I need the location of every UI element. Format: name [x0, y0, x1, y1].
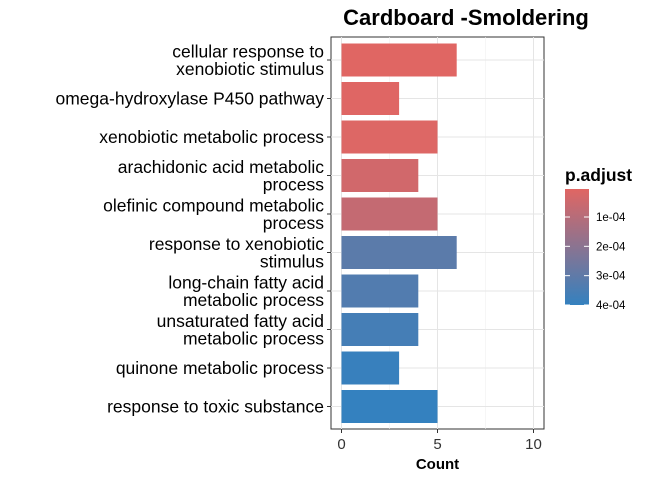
y-tick-label: cellular response to xenobiotic stimulus	[172, 42, 324, 80]
legend-tick-label: 4e-04	[596, 300, 626, 312]
bar	[341, 120, 438, 154]
legend-ticks: 1e-04 2e-04 3e-04 4e-04	[565, 212, 626, 312]
bar	[341, 313, 419, 346]
bar	[341, 236, 457, 269]
x-tick-label: 10	[525, 436, 542, 453]
y-tick-label: response to toxic substance	[107, 397, 324, 417]
x-axis: 0 5 10	[337, 429, 542, 453]
legend-tick-label: 1e-04	[596, 212, 626, 224]
bar	[341, 82, 400, 115]
bar	[341, 274, 419, 308]
legend-tick-label: 2e-04	[596, 241, 626, 253]
x-axis-title: Count	[416, 456, 459, 473]
bars	[341, 43, 457, 423]
y-tick-label: quinone metabolic process	[116, 358, 324, 378]
x-tick-label: 5	[433, 436, 441, 453]
bar	[341, 351, 400, 385]
legend: p.adjust 1e-04 2e-04 3e-04 4e-04	[565, 165, 632, 312]
bar	[341, 390, 438, 423]
x-tick-label: 0	[337, 436, 345, 453]
y-axis-ticks	[327, 59, 331, 407]
y-tick-label: omega-hydroxylase P450 pathway	[56, 89, 325, 109]
bar	[341, 159, 419, 192]
bar	[341, 197, 438, 231]
y-tick-label: long-chain fatty acid metabolic process	[168, 273, 324, 311]
y-tick-label: unsaturated fatty acid metabolic process	[157, 311, 325, 349]
y-tick-label: response to xenobiotic stimulus	[149, 234, 324, 272]
legend-tick-label: 3e-04	[596, 271, 626, 283]
legend-title: p.adjust	[565, 165, 632, 185]
bar	[341, 43, 457, 77]
y-axis-labels: cellular response to xenobiotic stimulus o…	[56, 42, 325, 417]
y-tick-label: xenobiotic metabolic process	[99, 127, 324, 147]
chart-title: Cardboard -Smoldering	[343, 5, 589, 30]
y-tick-label: olefinic compound metabolic process	[103, 196, 324, 234]
legend-colorbar	[565, 189, 589, 305]
y-tick-label: arachidonic acid metabolic process	[118, 157, 324, 195]
